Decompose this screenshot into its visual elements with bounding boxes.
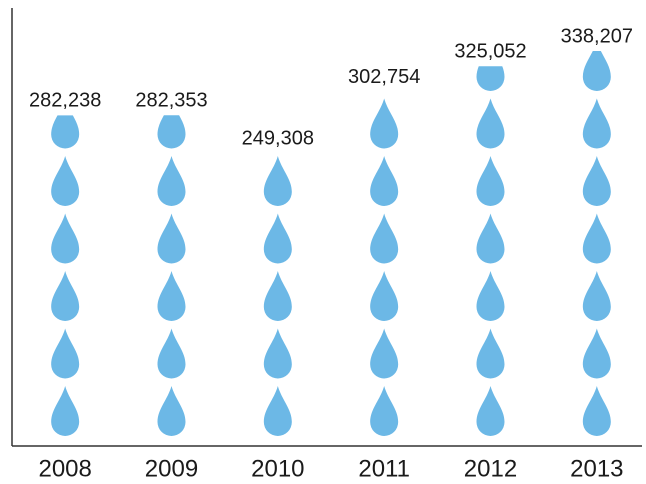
drop [263, 156, 292, 207]
drop [157, 386, 186, 437]
drop-column [51, 41, 80, 436]
drop-column [582, 51, 611, 437]
drop [51, 213, 80, 264]
drop [51, 41, 79, 91]
drop [370, 271, 399, 321]
drop [582, 386, 611, 437]
drop [582, 51, 611, 91]
drop [370, 213, 399, 264]
value-label: 325,052 [454, 40, 526, 62]
drop [157, 328, 186, 379]
drop [157, 271, 186, 321]
drop-column [157, 41, 186, 437]
drop [476, 98, 505, 149]
drop [51, 156, 80, 206]
drop [263, 271, 292, 321]
drop [476, 386, 505, 437]
drop [370, 156, 399, 207]
drop [157, 156, 186, 207]
drop [476, 66, 505, 91]
drop [263, 386, 292, 437]
value-label: 282,353 [135, 90, 207, 112]
drop [157, 115, 186, 149]
value-label: 302,754 [348, 66, 420, 88]
drop [51, 115, 80, 149]
x-tick-label: 2013 [570, 455, 623, 482]
drop [51, 386, 80, 436]
drop [476, 213, 505, 264]
drop [264, 41, 292, 91]
drop-column [476, 66, 505, 437]
drop [582, 328, 611, 379]
value-label: 338,207 [561, 25, 633, 47]
x-tick-label: 2012 [464, 455, 517, 482]
drop [158, 41, 186, 91]
value-label: 282,238 [29, 90, 101, 112]
value-label: 249,308 [242, 128, 314, 150]
drop [51, 328, 80, 379]
drop [263, 328, 292, 379]
drop [476, 156, 505, 207]
drop-column [263, 41, 292, 437]
drop [476, 328, 505, 379]
drop [476, 271, 505, 321]
drop [582, 271, 611, 321]
drop [51, 271, 80, 321]
drop [582, 156, 611, 207]
x-tick-label: 2008 [38, 455, 91, 482]
drop [582, 98, 611, 149]
drop-column [370, 98, 399, 437]
drop [263, 213, 292, 264]
x-tick-label: 2011 [358, 455, 410, 482]
drop [370, 98, 399, 149]
drop [370, 386, 399, 437]
x-tick-label: 2009 [145, 455, 198, 482]
drop [582, 213, 611, 264]
drop [157, 213, 186, 264]
drop [370, 328, 399, 379]
x-tick-label: 2010 [251, 455, 304, 482]
